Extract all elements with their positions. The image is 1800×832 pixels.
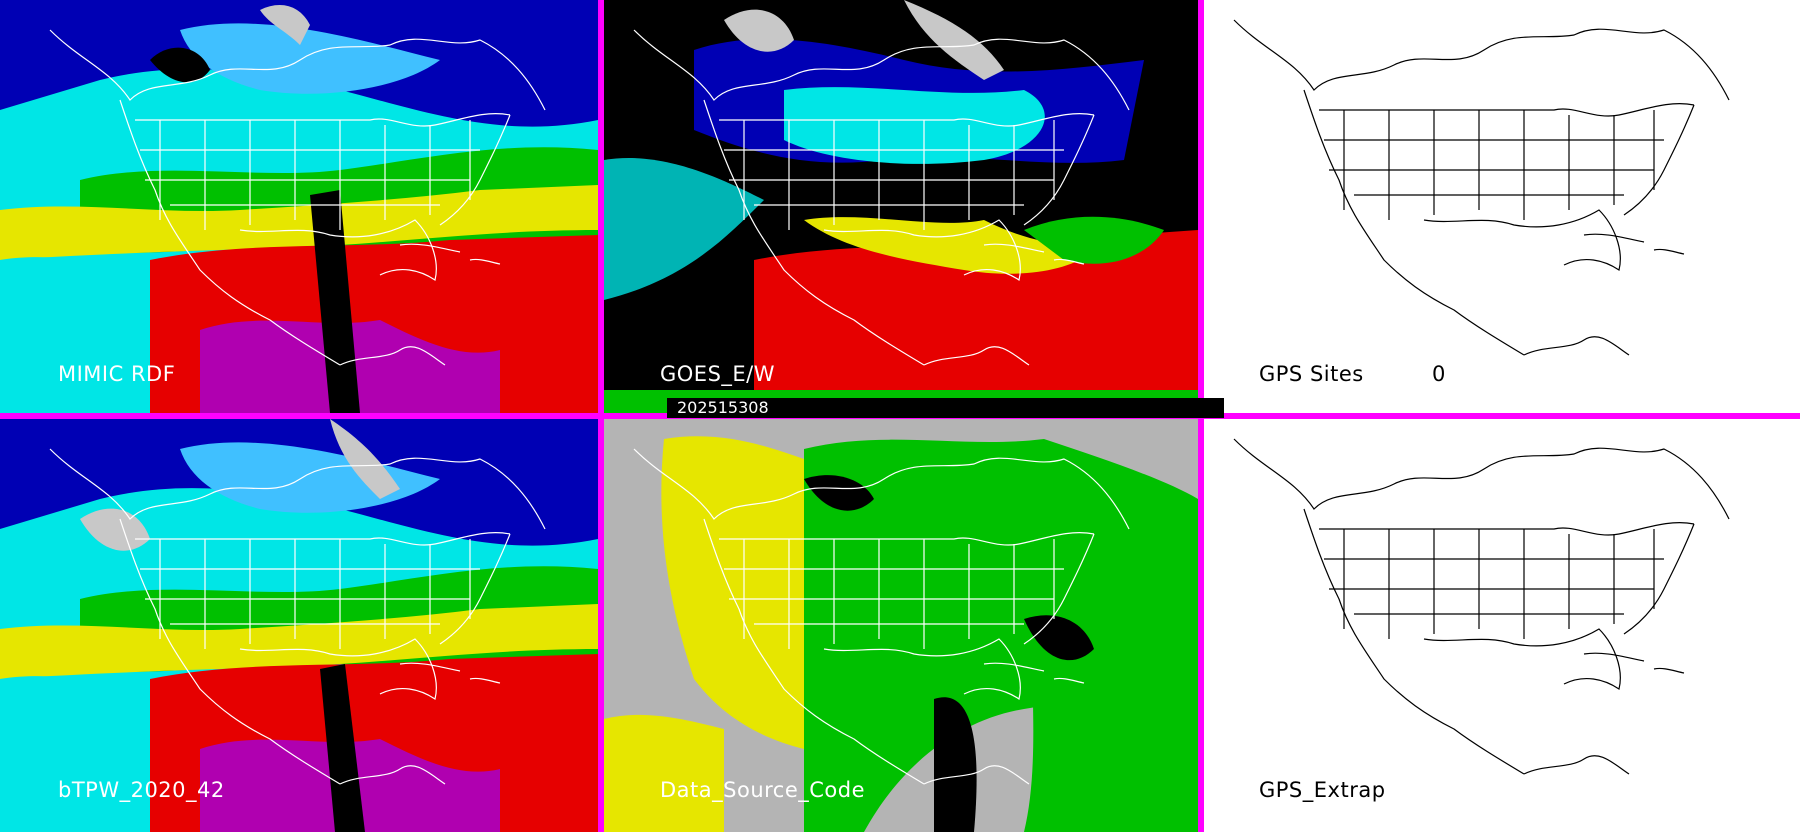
- gps-sites-label: GPS Sites: [1259, 362, 1364, 386]
- gps-extrap-panel: GPS_Extrap: [1204, 419, 1800, 832]
- gps-sites-count: 0: [1432, 362, 1446, 386]
- mimic-rdf-imagery: [0, 0, 598, 413]
- btpw-label: bTPW_2020_42: [58, 778, 225, 802]
- gps-sites-panel: GPS Sites 0: [1204, 0, 1800, 413]
- gps-extrap-label: GPS_Extrap: [1259, 778, 1386, 802]
- goes-ew-label: GOES_E/W: [660, 362, 776, 386]
- gps-sites-map: [1204, 0, 1800, 413]
- goes-ew-imagery: [604, 0, 1198, 413]
- timestamp-bar: 202515308: [667, 398, 1224, 418]
- gps-extrap-map: [1204, 419, 1800, 832]
- mimic-rdf-label: MIMIC RDF: [58, 362, 176, 386]
- data-source-label: Data_Source_Code: [660, 778, 866, 802]
- data-source-imagery: [604, 419, 1198, 832]
- btpw-imagery: [0, 419, 598, 832]
- btpw-panel: bTPW_2020_42: [0, 419, 598, 832]
- timestamp-text: 202515308: [677, 398, 769, 417]
- mimic-rdf-panel: MIMIC RDF: [0, 0, 598, 413]
- data-source-panel: Data_Source_Code: [604, 419, 1198, 832]
- goes-ew-panel: GOES_E/W: [604, 0, 1198, 413]
